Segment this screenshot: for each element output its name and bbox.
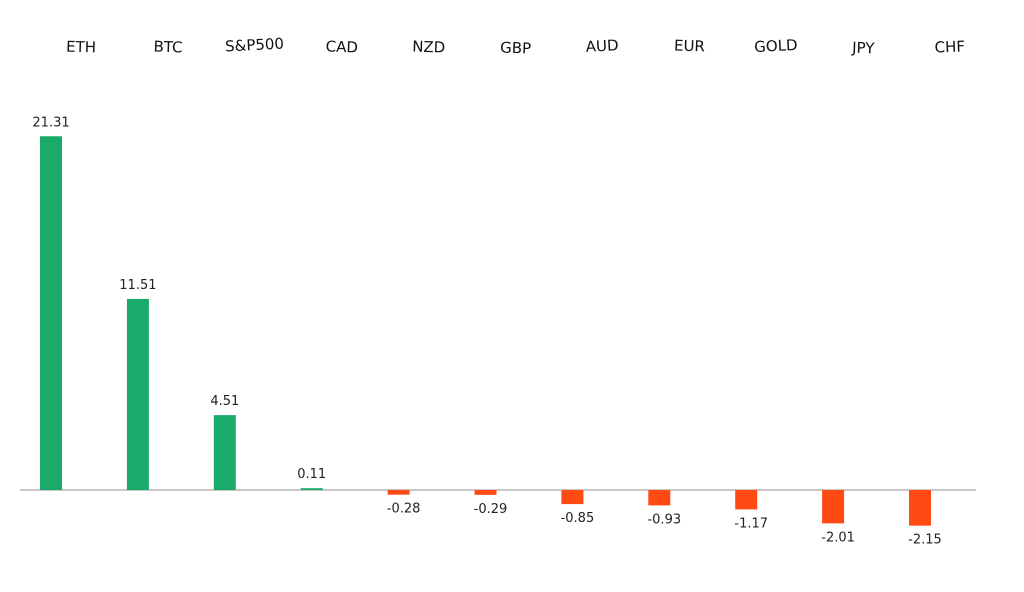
category-label-cad: CAD (325, 37, 358, 56)
value-label-nzd: -0.28 (387, 502, 421, 517)
category-label-s-p500: S&P500 (225, 34, 285, 55)
value-label-cad: 0.11 (297, 467, 326, 482)
bar-jpy (822, 490, 845, 524)
bar-nzd (387, 490, 410, 495)
category-label-eur: EUR (674, 36, 706, 55)
category-label-gbp: GBP (500, 38, 532, 57)
bar-btc (126, 298, 149, 490)
value-label-aud: -0.85 (561, 511, 595, 526)
bar-eth (40, 136, 62, 490)
value-labels: 21.31 11.51 4.51 0.11 -0.28 -0.29 -0.85 -0.93 -1… (32, 115, 941, 547)
value-label-jpy: -2.01 (821, 530, 855, 545)
bar-aud (561, 490, 584, 505)
bar-gbp (474, 490, 497, 495)
bars (40, 136, 931, 526)
value-label-eth: 21.31 (32, 115, 69, 130)
category-label-eth: ETH (66, 38, 96, 57)
value-label-s-p500: 4.51 (210, 394, 239, 409)
bar-cad (300, 488, 323, 490)
bar-s-p500 (213, 415, 236, 490)
category-label-btc: BTC (153, 38, 183, 57)
category-label-nzd: NZD (412, 37, 446, 56)
bar-eur (648, 490, 671, 506)
value-label-gbp: -0.29 (474, 502, 508, 517)
category-label-aud: AUD (585, 36, 619, 56)
bar-gold (735, 490, 758, 510)
value-label-gold: -1.17 (734, 516, 768, 531)
category-label-jpy: JPY (851, 39, 876, 58)
value-label-eur: -0.93 (647, 512, 681, 527)
value-label-btc: 11.51 (119, 278, 156, 293)
category-labels: ETH BTC S&P500 CAD NZD GBP AUD EUR GOLD JPY CHF (66, 34, 965, 57)
value-label-chf: -2.15 (908, 533, 942, 548)
category-label-gold: GOLD (754, 36, 798, 56)
category-label-chf: CHF (934, 37, 965, 56)
bar-chf (909, 490, 931, 526)
